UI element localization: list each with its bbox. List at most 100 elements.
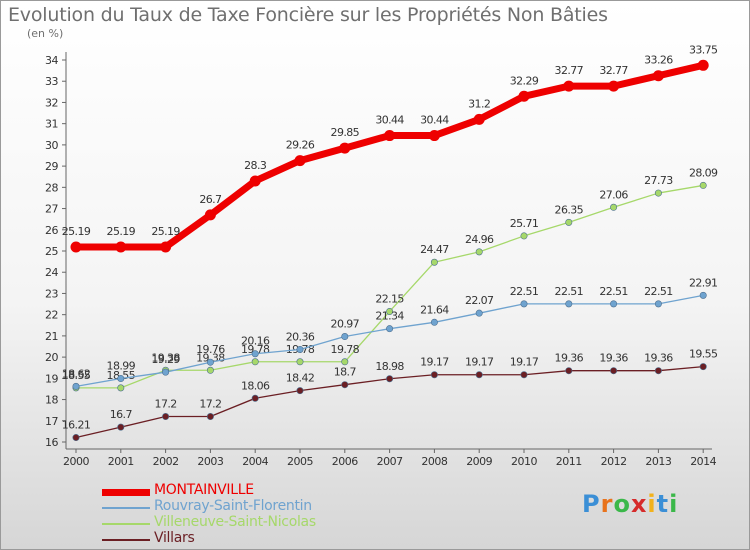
legend-label: Villeneuve-Saint-Nicolas [154,514,316,530]
data-point-montainville [339,142,351,154]
y-tick-label: 19 [45,372,58,385]
series-villars: 16.21 16.7 17.2 17.2 18.06 18.42 18.7 18.98 19.1… [62,348,719,442]
data-label-villeneuve: 22.15 [375,292,404,305]
data-label-villars: 19.36 [599,352,628,365]
y-tick-label: 26 [45,224,58,237]
data-label-rouvray: 18.99 [107,360,136,373]
data-point-villeneuve [610,203,618,211]
logo-letter: P [582,490,601,518]
data-point-villars [610,367,618,375]
data-label-montainville: 28.3 [244,159,267,172]
data-label-rouvray: 20.16 [241,335,270,348]
y-tick-label: 18 [45,394,58,407]
data-label-villars: 19.17 [420,356,449,369]
data-label-montainville: 33.26 [644,54,673,67]
data-point-rouvray [430,318,438,326]
data-label-rouvray: 19.29 [151,353,180,366]
data-point-montainville [428,130,440,142]
data-label-montainville: 32.77 [555,64,584,77]
line-chart: 16 17 18 19 20 21 22 23 24 25 26 27 28 29 30 31 32 33 34 20… [45,43,719,468]
y-tick-label: 33 [45,75,58,88]
data-label-montainville: 26.7 [199,193,222,206]
data-label-villars: 19.55 [689,348,718,361]
x-tick-label: 2010 [511,455,537,468]
data-label-villeneuve: 18.55 [62,369,91,382]
data-point-villars [162,413,170,421]
x-tick-label: 2012 [601,455,627,468]
chart-title: Evolution du Taux de Taxe Foncière sur l… [8,4,608,26]
data-label-villars: 16.21 [62,419,91,432]
data-point-montainville [294,155,306,167]
data-point-villeneuve [296,358,304,366]
data-label-villars: 18.42 [286,372,315,385]
data-point-rouvray [386,325,394,333]
data-point-rouvray [475,309,483,317]
y-tick-label: 34 [45,54,58,67]
x-tick-label: 2008 [421,455,447,468]
series-rouvray: 18.62 18.99 19.29 19.76 20.16 20.36 20.97 21.34… [62,276,718,390]
data-point-montainville [204,209,216,221]
x-tick-label: 2001 [108,455,134,468]
y-tick-label: 22 [45,309,58,322]
x-tick-label: 2004 [242,455,268,468]
data-point-montainville [518,90,530,102]
data-label-rouvray: 21.64 [420,303,449,316]
proxiti-logo: Proxiti [582,490,678,518]
data-label-villeneuve: 25.71 [510,217,539,230]
series-line-montainville [72,61,707,251]
x-tick-label: 2007 [377,455,403,468]
data-point-villars [296,387,304,395]
data-point-rouvray [565,300,573,308]
data-point-montainville [160,241,172,253]
data-point-montainville [115,241,127,253]
data-label-villars: 19.36 [555,352,584,365]
data-point-villars [72,434,80,442]
legend-label: MONTAINVILLE [154,482,254,498]
data-label-villars: 18.7 [334,366,357,379]
data-point-villeneuve [206,366,214,374]
logo-letter: i [669,490,679,518]
y-tick-label: 30 [45,139,58,152]
logo-letter: t [656,490,670,518]
y-tick-label: 29 [45,160,58,173]
legend-swatch [102,488,150,496]
y-tick-label: 28 [45,181,58,194]
data-label-villeneuve: 19.78 [331,343,360,356]
x-tick-label: 2006 [332,455,358,468]
y-tick-label: 23 [45,287,58,300]
series-montainville: 25.19 25.19 25.19 26.7 28.3 29.26 29.85 30.44 30… [62,43,719,253]
data-label-villeneuve: 24.47 [420,243,449,256]
data-point-montainville [249,175,261,187]
data-label-villars: 19.17 [465,356,494,369]
y-axis-unit: (en %) [27,27,64,40]
x-tick-label: 2014 [690,455,716,468]
legend-swatch [102,539,150,541]
data-label-villars: 19.36 [644,352,673,365]
data-point-villeneuve [565,218,573,226]
data-label-montainville: 25.19 [107,225,136,238]
data-label-rouvray: 22.51 [555,285,584,298]
y-tick-label: 16 [45,436,58,449]
data-point-montainville [608,80,620,92]
data-point-villeneuve [475,248,483,256]
data-label-montainville: 31.2 [468,97,490,110]
x-tick-label: 2005 [287,455,313,468]
data-point-villeneuve [699,181,707,189]
data-label-rouvray: 20.97 [331,318,360,331]
y-tick-label: 31 [45,118,58,131]
x-tick-label: 2002 [153,455,179,468]
data-point-villars [475,371,483,379]
x-tick-label: 2003 [197,455,223,468]
y-tick-label: 20 [45,351,58,364]
data-point-villars [654,367,662,375]
y-tick-label: 21 [45,330,58,343]
data-point-rouvray [296,345,304,353]
data-point-villeneuve [654,189,662,197]
data-label-rouvray: 22.51 [510,285,539,298]
data-point-montainville [697,59,709,71]
data-point-villars [565,367,573,375]
data-point-villars [430,371,438,379]
data-label-villars: 18.06 [241,379,270,392]
data-point-villars [117,423,125,431]
y-tick-label: 25 [45,245,58,258]
